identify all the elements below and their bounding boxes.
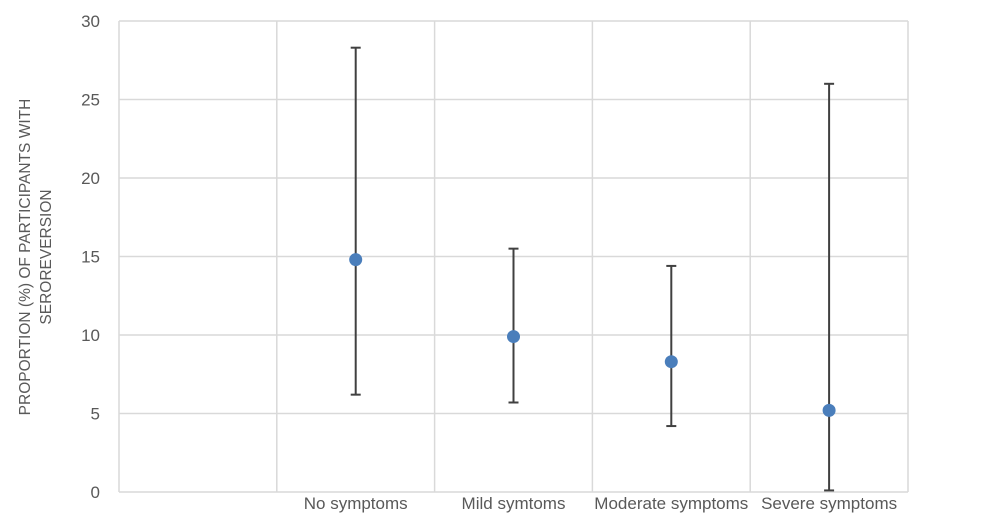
y-tick-label: 20 xyxy=(81,169,100,188)
y-axis-title-line-2: SEROREVERSION xyxy=(38,189,55,324)
x-axis: No symptoms Mild symtoms Moderate symptoms… xyxy=(304,494,897,513)
y-axis-title-line-1: PROPORTION (%) OF PARTICIPANTS WITH xyxy=(17,99,34,416)
x-category-label: Severe symptoms xyxy=(761,494,897,513)
data-point xyxy=(507,330,520,344)
grid xyxy=(118,20,909,493)
data-point xyxy=(349,253,363,267)
y-tick-label: 5 xyxy=(91,405,100,424)
x-category-label: No symptoms xyxy=(304,494,408,513)
data-points xyxy=(349,253,836,417)
data-point xyxy=(822,403,836,417)
y-tick-label: 30 xyxy=(81,12,100,31)
error-bars xyxy=(350,46,835,492)
y-tick-label: 10 xyxy=(81,326,100,345)
y-tick-label: 0 xyxy=(91,483,100,502)
y-axis: 0 5 10 15 20 25 30 xyxy=(81,12,100,502)
data-point xyxy=(664,355,678,369)
y-tick-label: 25 xyxy=(81,91,100,110)
x-category-label: Moderate symptoms xyxy=(594,494,748,513)
y-tick-label: 15 xyxy=(81,248,100,267)
x-category-label: Mild symtoms xyxy=(462,494,566,513)
